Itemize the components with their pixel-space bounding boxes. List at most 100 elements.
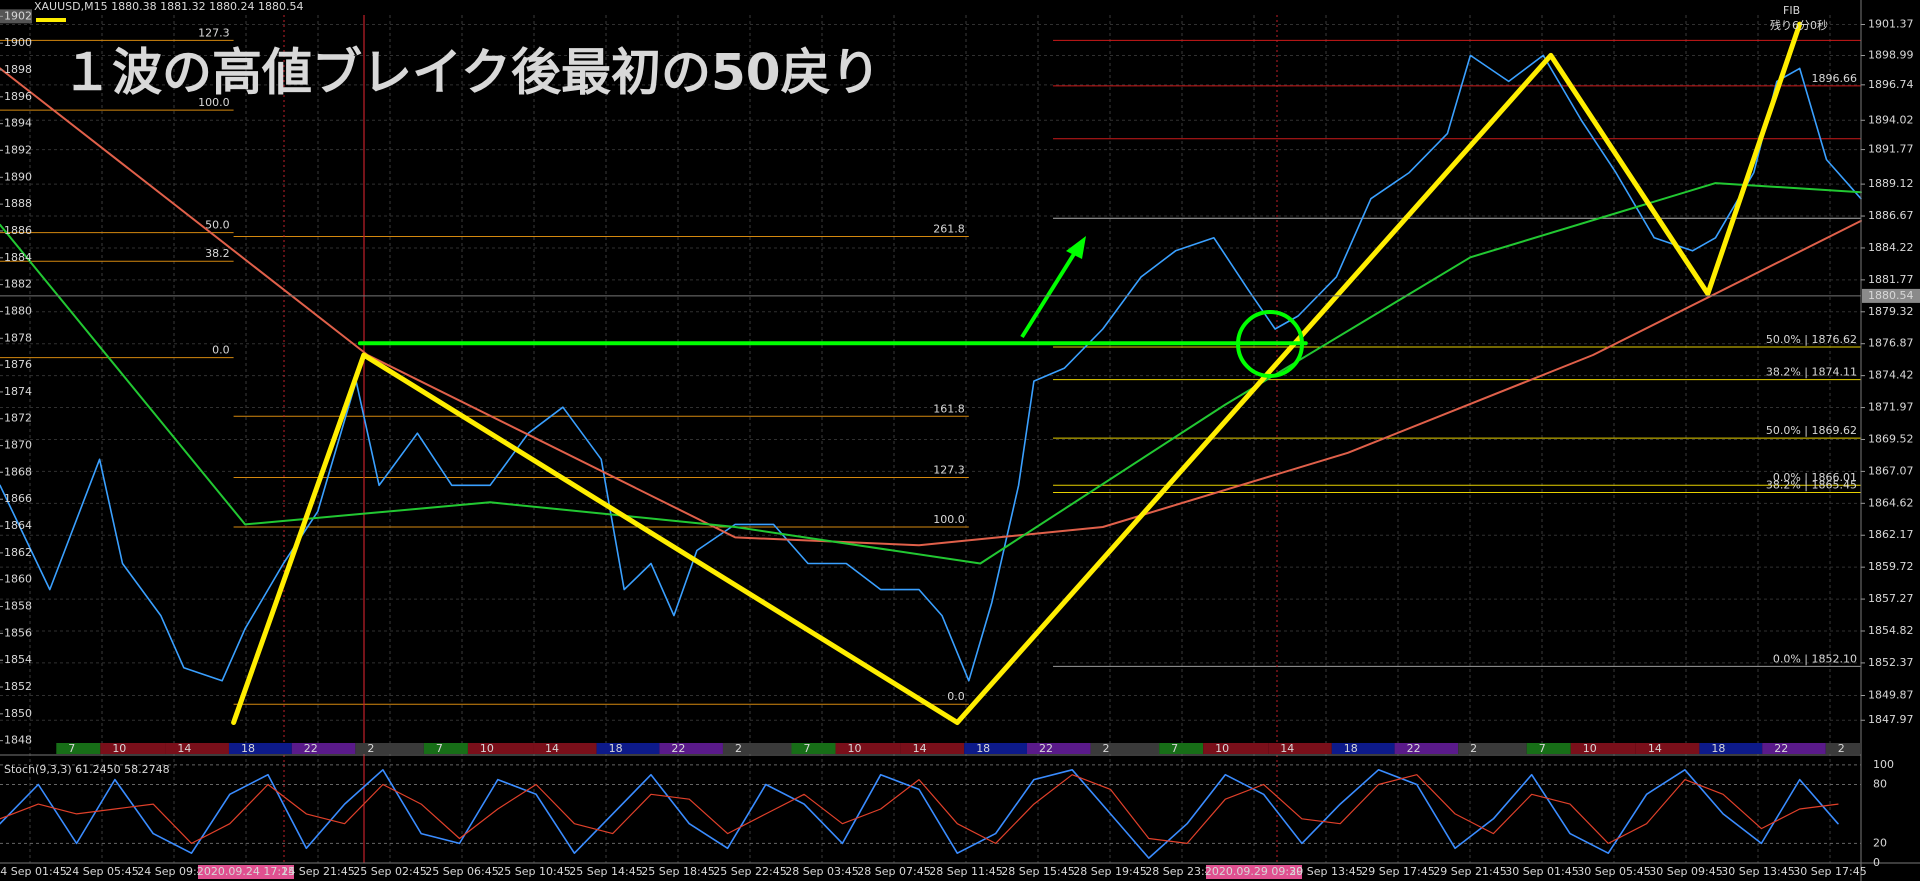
- session-segment: [1699, 743, 1763, 754]
- time-label: 25 Sep 14:45: [569, 865, 642, 878]
- time-label: 28 Sep 19:45: [1073, 865, 1146, 878]
- fib-label: 50.0% | 1876.62: [1766, 333, 1857, 346]
- y2-tick-label: 1858: [4, 600, 32, 613]
- session-segment: [355, 743, 424, 754]
- time-label: 24 Sep 21:45: [281, 865, 354, 878]
- session-label: 18: [1711, 742, 1725, 755]
- time-label: 28 Sep 15:45: [1001, 865, 1074, 878]
- session-segment: [1026, 743, 1091, 754]
- session-label: 2: [1470, 742, 1477, 755]
- y2-tick-label: 1872: [4, 412, 32, 425]
- session-segment: [56, 743, 101, 754]
- time-label: 25 Sep 18:45: [641, 865, 714, 878]
- y-tick-label: 1862.17: [1868, 528, 1914, 541]
- session-segment: [835, 743, 901, 754]
- y2-tick-label: 1852: [4, 680, 32, 693]
- y2-tick-label: 1890: [4, 170, 32, 183]
- time-label: 25 Sep 06:45: [425, 865, 498, 878]
- fib-label: 100.0: [933, 513, 965, 526]
- time-label: 28 Sep 23:45: [1145, 865, 1218, 878]
- time-label: 28 Sep 11:45: [929, 865, 1002, 878]
- y-tick-label: 1871.97: [1868, 401, 1914, 414]
- y2-tick-label: 1882: [4, 278, 32, 291]
- session-label: 22: [1039, 742, 1053, 755]
- time-label: 24 Sep 01:45: [0, 865, 67, 878]
- y2-tick-label: 1864: [4, 519, 32, 532]
- timer-label: 残り6分0秒: [1770, 18, 1828, 32]
- time-label: 30 Sep 01:45: [1505, 865, 1578, 878]
- time-label: 25 Sep 02:45: [353, 865, 426, 878]
- y2-tick-label: 1880: [4, 304, 32, 317]
- fib-label: 100.0: [198, 96, 230, 109]
- session-label: 2: [1838, 742, 1845, 755]
- session-segment: [900, 743, 965, 754]
- time-label: 30 Sep 13:45: [1721, 865, 1794, 878]
- session-segment: [791, 743, 836, 754]
- session-segment: [722, 743, 792, 754]
- time-label-highlight: [1206, 865, 1302, 879]
- y-tick-label: 1891.77: [1868, 143, 1914, 156]
- fib-label: 38.2: [205, 247, 230, 260]
- series-line: [0, 769, 1839, 859]
- y-tick-label: 1884.22: [1868, 241, 1914, 254]
- session-segment: [1762, 743, 1826, 754]
- y2-tick-label: 1878: [4, 331, 32, 344]
- y-tick-label: 1864.62: [1868, 496, 1914, 509]
- y-tick-label: 1879.32: [1868, 305, 1914, 318]
- y2-tick-label: 1850: [4, 707, 32, 720]
- time-label: 24 Sep 09:45: [137, 865, 210, 878]
- session-segment: [165, 743, 229, 754]
- y-tick-label: 1894.02: [1868, 113, 1914, 126]
- grid-layer: [0, 15, 1861, 864]
- fib-label: 50.0% | 1869.62: [1766, 424, 1857, 437]
- session-label: 18: [609, 742, 623, 755]
- y-tick-label: 1847.97: [1868, 713, 1914, 726]
- session-segment: [1394, 743, 1459, 754]
- series-line: [231, 21, 1803, 725]
- stoch-title: Stoch(9,3,3) 61.2450 58.2748: [4, 763, 170, 776]
- fib-label: 0.0% | 1852.10: [1773, 652, 1857, 665]
- session-segment: [1331, 743, 1395, 754]
- session-segment: [423, 743, 468, 754]
- session-segment: [533, 743, 597, 754]
- time-label: 29 Sep 13:45: [1289, 865, 1362, 878]
- session-label: 14: [1280, 742, 1294, 755]
- y2-tick-label: 1886: [4, 224, 32, 237]
- session-label: 7: [1539, 742, 1546, 755]
- fib-label: 0.0: [212, 344, 230, 357]
- fib-label: 127.3: [933, 464, 965, 477]
- series-layer: [0, 21, 1862, 859]
- y-tick-label: 1857.27: [1868, 592, 1914, 605]
- chart-title: １波の高値ブレイク後最初の50戻り: [62, 44, 881, 102]
- y2-tick-label: 1856: [4, 626, 32, 639]
- session-label: 2: [735, 742, 742, 755]
- y2-tick-label: 1854: [4, 653, 32, 666]
- time-label-highlight: [198, 865, 294, 879]
- session-label: 22: [1774, 742, 1788, 755]
- series-line: [0, 67, 1862, 547]
- current-price-box: [1862, 288, 1920, 303]
- time-label: 30 Sep 05:45: [1577, 865, 1650, 878]
- y2-tick-label: 1876: [4, 358, 32, 371]
- fib-label: 38.2% | 1874.11: [1766, 366, 1857, 379]
- highlight-circle: [1236, 310, 1304, 378]
- time-label: 24 Sep 05:45: [65, 865, 138, 878]
- y2-tick-label: 1892: [4, 143, 32, 156]
- time-label: 2020.09.29 09:30: [1205, 865, 1303, 878]
- y2-tick-label: 1898: [4, 63, 32, 76]
- session-segment: [659, 743, 723, 754]
- session-label: 14: [1648, 742, 1662, 755]
- stoch-tick-label: 20: [1873, 836, 1887, 849]
- y-tick-label: 1869.52: [1868, 432, 1914, 445]
- session-segment: [1203, 743, 1269, 754]
- y2-tick-label: 1888: [4, 197, 32, 210]
- time-label: 30 Sep 17:45: [1793, 865, 1866, 878]
- y2-tick-box: [0, 9, 32, 24]
- y-tick-label: 1876.87: [1868, 337, 1914, 350]
- fib-title: FIB: [1783, 4, 1800, 17]
- y2-tick-label: 1868: [4, 465, 32, 478]
- y-tick-label: 1896.74: [1868, 78, 1914, 91]
- session-label: 14: [177, 742, 191, 755]
